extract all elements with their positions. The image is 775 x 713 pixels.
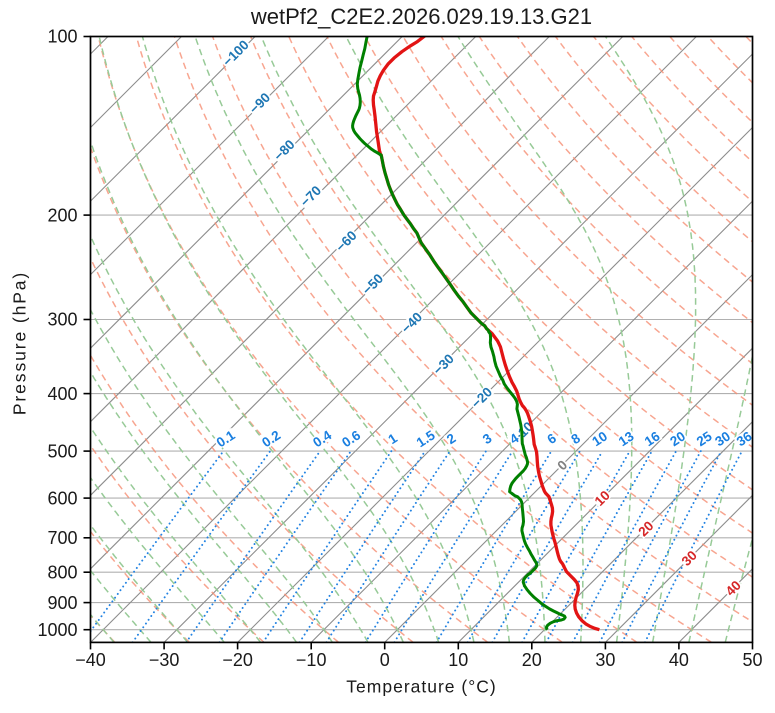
svg-text:wetPf2_C2E2.2026.029.19.13.G21: wetPf2_C2E2.2026.029.19.13.G21 xyxy=(250,4,592,29)
svg-text:−10: −10 xyxy=(296,650,327,670)
svg-text:10: 10 xyxy=(589,428,610,449)
svg-text:36: 36 xyxy=(734,428,755,449)
svg-text:−20: −20 xyxy=(222,650,253,670)
svg-text:−40: −40 xyxy=(75,650,106,670)
svg-text:700: 700 xyxy=(47,528,77,548)
svg-text:400: 400 xyxy=(47,384,77,404)
svg-text:−30: −30 xyxy=(149,650,180,670)
svg-text:Pressure (hPa): Pressure (hPa) xyxy=(10,271,30,415)
svg-text:40: 40 xyxy=(669,650,689,670)
svg-text:900: 900 xyxy=(47,593,77,613)
svg-text:100: 100 xyxy=(47,27,77,47)
svg-text:10: 10 xyxy=(448,650,468,670)
svg-text:500: 500 xyxy=(47,441,77,461)
svg-text:50: 50 xyxy=(742,650,762,670)
svg-text:200: 200 xyxy=(47,205,77,225)
svg-text:1000: 1000 xyxy=(37,620,77,640)
svg-text:20: 20 xyxy=(667,428,688,449)
svg-text:300: 300 xyxy=(47,310,77,330)
svg-text:0: 0 xyxy=(380,650,390,670)
svg-text:Temperature (°C): Temperature (°C) xyxy=(346,677,496,697)
svg-text:30: 30 xyxy=(595,650,615,670)
svg-text:600: 600 xyxy=(47,488,77,508)
svg-text:20: 20 xyxy=(522,650,542,670)
svg-text:30: 30 xyxy=(712,428,733,449)
svg-text:800: 800 xyxy=(47,562,77,582)
